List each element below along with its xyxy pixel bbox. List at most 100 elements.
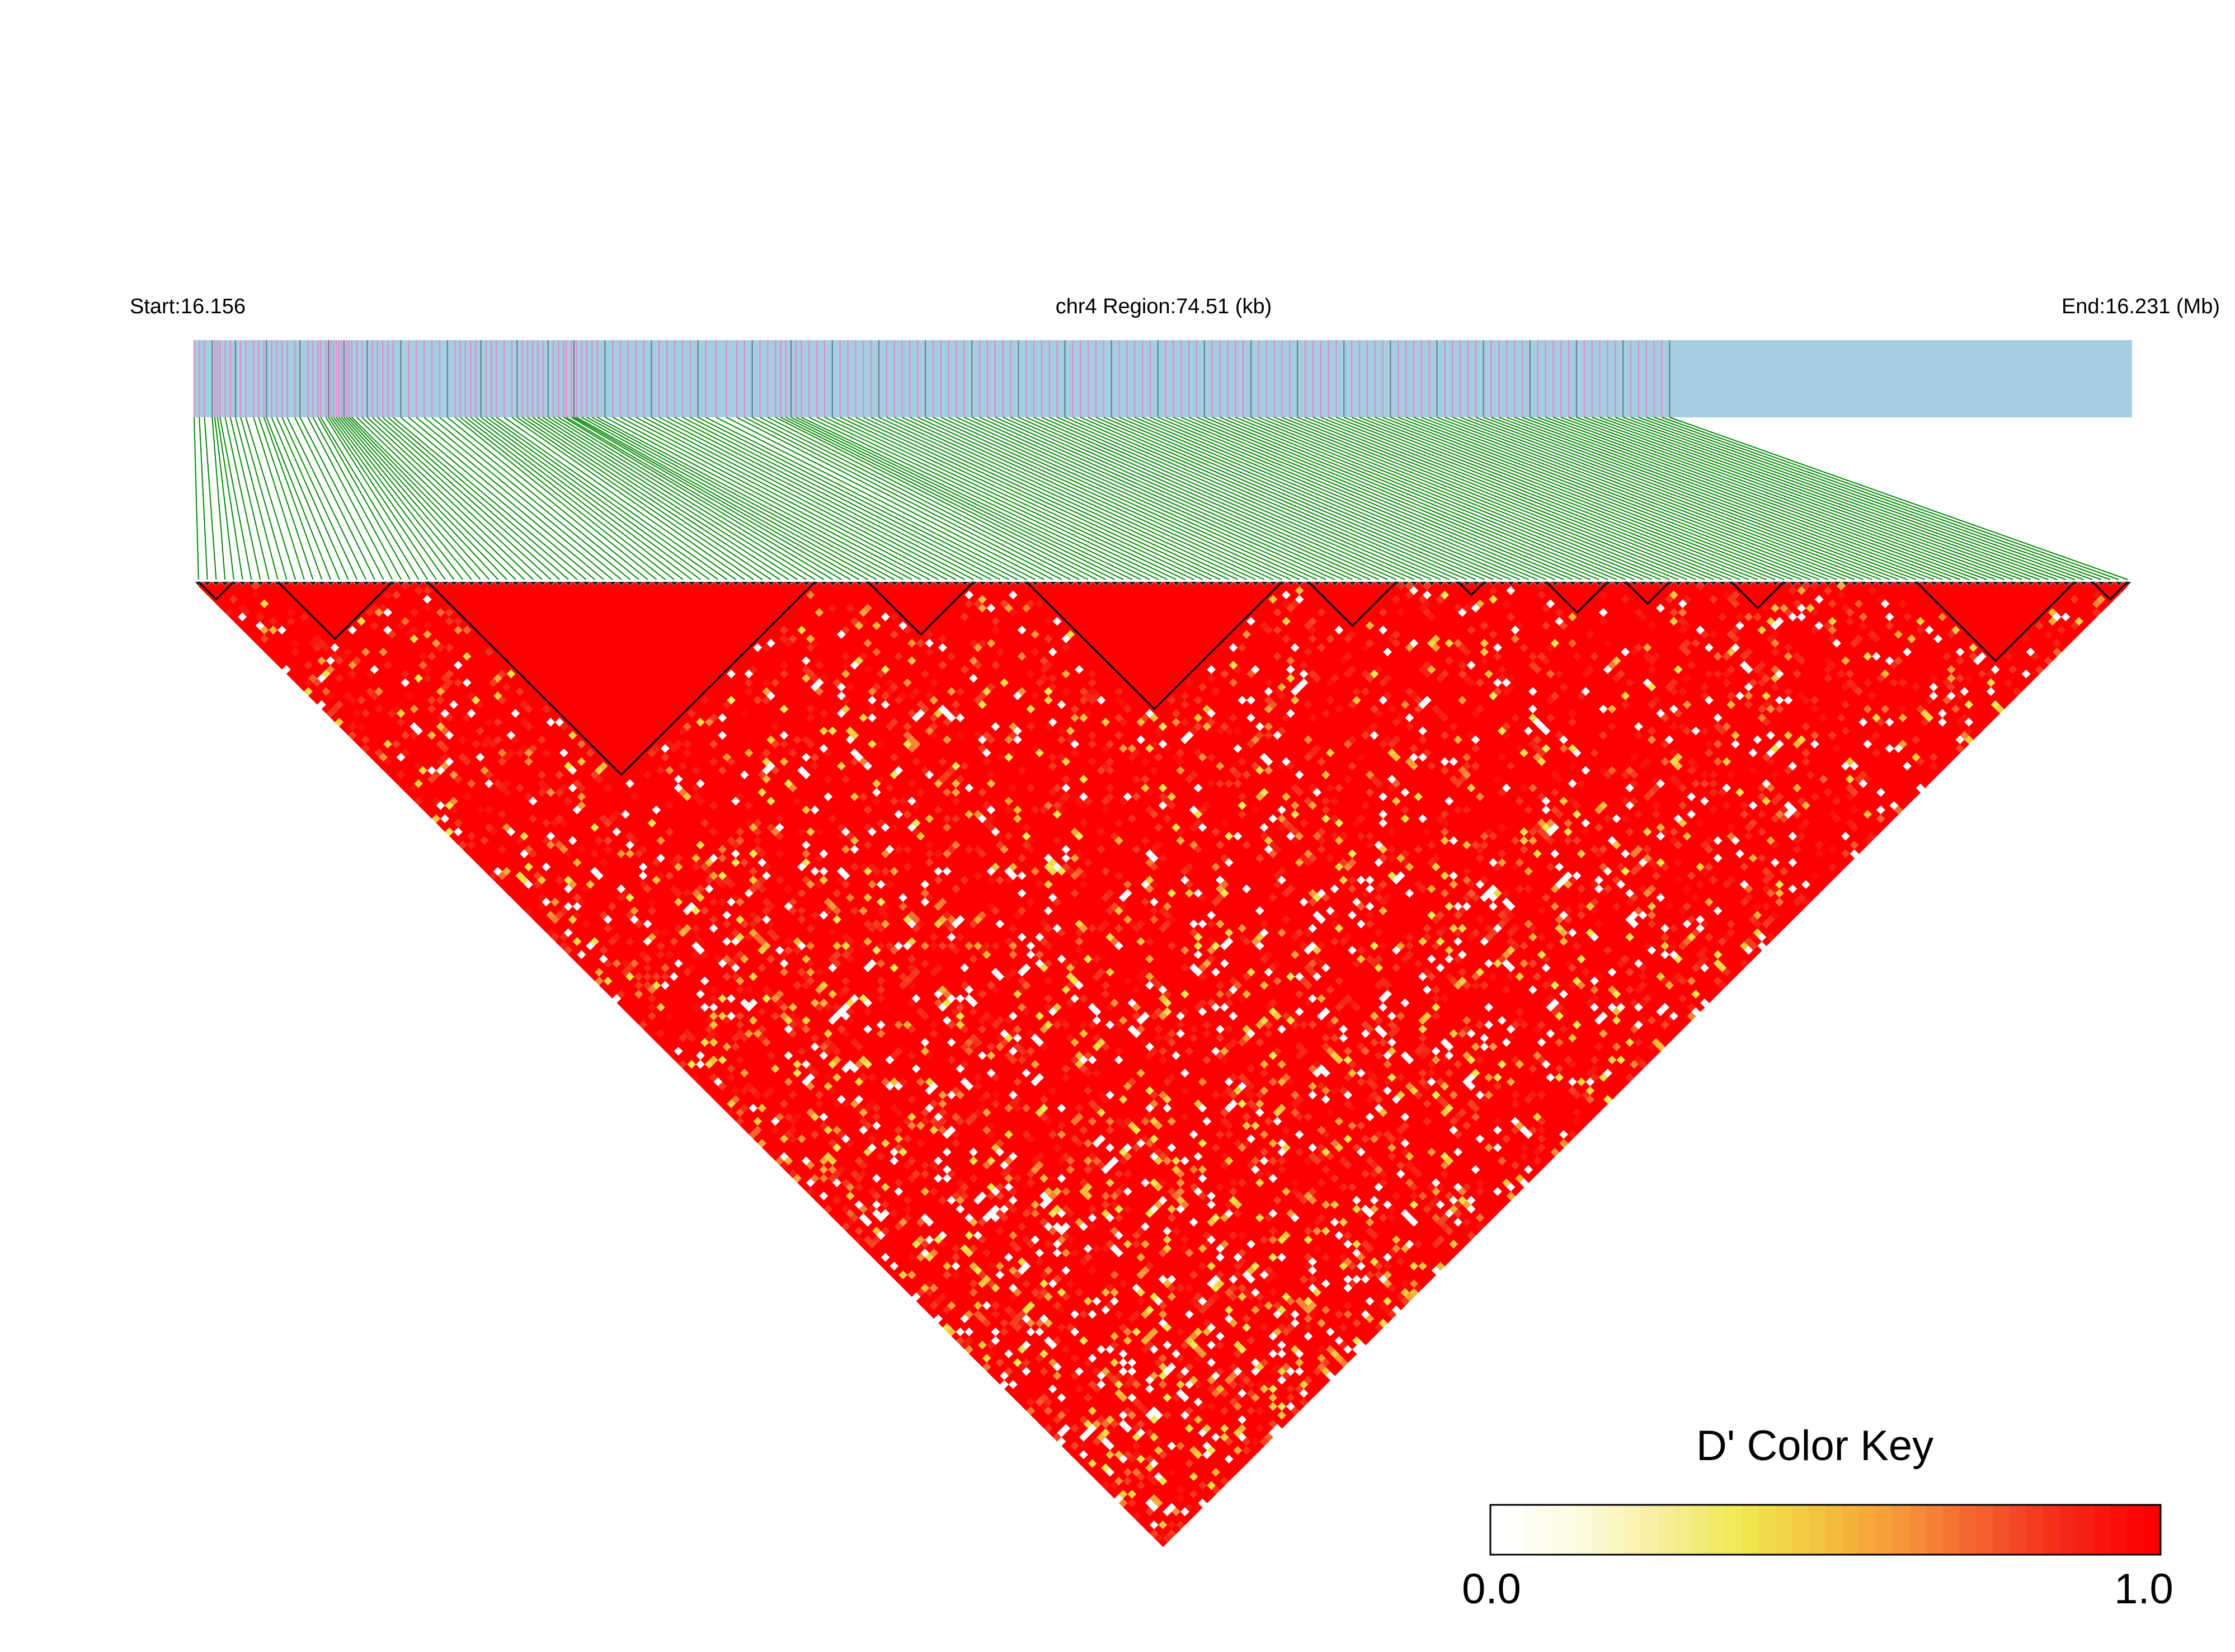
snp-connector-line: [1421, 417, 1846, 580]
snp-connector-line: [1467, 417, 1899, 580]
snp-connector-line: [1212, 417, 1608, 580]
snp-connector-line: [454, 417, 657, 580]
snp-connector-line: [1065, 417, 1441, 580]
snp-connector-line: [1560, 417, 2005, 580]
snp-connector-line: [266, 417, 331, 580]
snp-connector-line: [234, 417, 279, 580]
snp-connector-line: [1095, 417, 1476, 580]
snp-connector-line: [824, 417, 1168, 580]
region-size-label: chr4 Region:74.51 (kb): [1056, 295, 1272, 318]
snp-connector-line: [1158, 417, 1547, 580]
snp-connector-line: [760, 417, 1080, 580]
snp-connector-line: [808, 417, 1150, 580]
snp-connector-line: [573, 417, 860, 580]
snp-connector-line: [496, 417, 728, 580]
snp-connector-line: [217, 417, 243, 580]
snp-connector-line: [408, 417, 604, 580]
snp-connector-line: [1638, 417, 2093, 580]
snp-connector-line: [558, 417, 825, 580]
snp-position-track: [193, 340, 2132, 417]
snp-connector-line: [666, 417, 983, 580]
snp-connector-line: [1522, 417, 1961, 580]
snp-connector-line: [1413, 417, 1837, 580]
snp-connector-line: [780, 417, 1107, 580]
snp-connector-line: [1297, 417, 1705, 580]
snp-connector-line: [470, 417, 684, 580]
ld-heatmap: [195, 581, 2132, 1547]
snp-connector-line: [840, 417, 1185, 580]
snp-connector-line: [194, 417, 199, 580]
snp-connector-line: [979, 417, 1344, 580]
snp-connector-line: [553, 417, 816, 580]
region-end-label: End:16.231 (Mb): [2062, 295, 2220, 318]
snp-connector-line: [752, 417, 1071, 580]
snp-connector-line: [1049, 417, 1423, 580]
snp-connector-line: [1080, 417, 1458, 580]
snp-connector-line: [775, 417, 1098, 580]
snp-connector-line: [475, 417, 693, 580]
snp-connector-line: [933, 417, 1291, 580]
snp-connector-line: [361, 417, 534, 580]
snp-connector-line: [1188, 417, 1582, 580]
snp-connector-line: [1243, 417, 1644, 580]
snp-connector-line: [1452, 417, 1881, 580]
snp-connector-line: [349, 417, 507, 580]
snp-connector-line: [439, 417, 639, 580]
snp-connector-line: [328, 417, 437, 580]
snp-connector-line: [263, 417, 323, 580]
snp-connector-line: [1134, 417, 1521, 580]
snp-connector-line: [294, 417, 375, 580]
snp-connector-line: [1025, 417, 1397, 580]
snp-connector-line: [1258, 417, 1661, 580]
snp-connector-line: [312, 417, 402, 580]
snp-connector-line: [832, 417, 1177, 580]
snp-connector-line: [1227, 417, 1626, 580]
snp-connector-line: [1375, 417, 1794, 580]
snp-connector-line: [597, 417, 904, 580]
snp-connector-line: [563, 417, 834, 580]
snp-connector-line: [571, 417, 851, 580]
snp-connector-line: [1483, 417, 1917, 580]
snp-connector-line: [1320, 417, 1731, 580]
snp-connector-line: [504, 417, 736, 580]
snp-connector-line: [744, 417, 1062, 580]
region-start-label: Start:16.156: [130, 295, 246, 318]
snp-connector-line: [674, 417, 992, 580]
snp-connector-line: [253, 417, 305, 580]
snp-connector-line: [1305, 417, 1714, 580]
snp-connector-line: [801, 417, 1142, 580]
snp-connector-line: [344, 417, 490, 580]
snp-connector-line: [1553, 417, 1996, 580]
snp-connector-line: [532, 417, 780, 580]
snp-connector-line: [416, 417, 613, 580]
snp-connector-line: [351, 417, 516, 580]
snp-connector-line: [1359, 417, 1776, 580]
snp-connector-line: [1010, 417, 1380, 580]
snp-connector-line: [325, 417, 429, 580]
snp-connector-line: [902, 417, 1256, 580]
snp-connector-line: [286, 417, 366, 580]
snp-connector-line: [1119, 417, 1503, 580]
snp-connector-line: [204, 417, 217, 580]
snp-connector-line: [1289, 417, 1696, 580]
snp-connector-line: [863, 417, 1212, 580]
snp-connector-line: [1173, 417, 1564, 580]
snp-connector-line: [909, 417, 1265, 580]
snp-connector-line: [1622, 417, 2075, 580]
snp-connector-line: [258, 417, 314, 580]
snp-connector-line: [791, 417, 1124, 580]
snp-connector-line: [785, 417, 1115, 580]
snp-connector-line: [1405, 417, 1829, 580]
snp-connector-line: [736, 417, 1053, 580]
snp-connector-line: [948, 417, 1309, 580]
snp-connector-line: [716, 417, 1036, 580]
snp-connector-line: [271, 417, 340, 580]
snp-connector-line: [894, 417, 1247, 580]
snp-connector-line: [460, 417, 666, 580]
snp-connector-line: [1654, 417, 2110, 580]
snp-connector-line: [971, 417, 1335, 580]
snp-connector-line: [392, 417, 587, 580]
snp-connector-line: [566, 417, 842, 580]
snp-connector-line: [1429, 417, 1855, 580]
